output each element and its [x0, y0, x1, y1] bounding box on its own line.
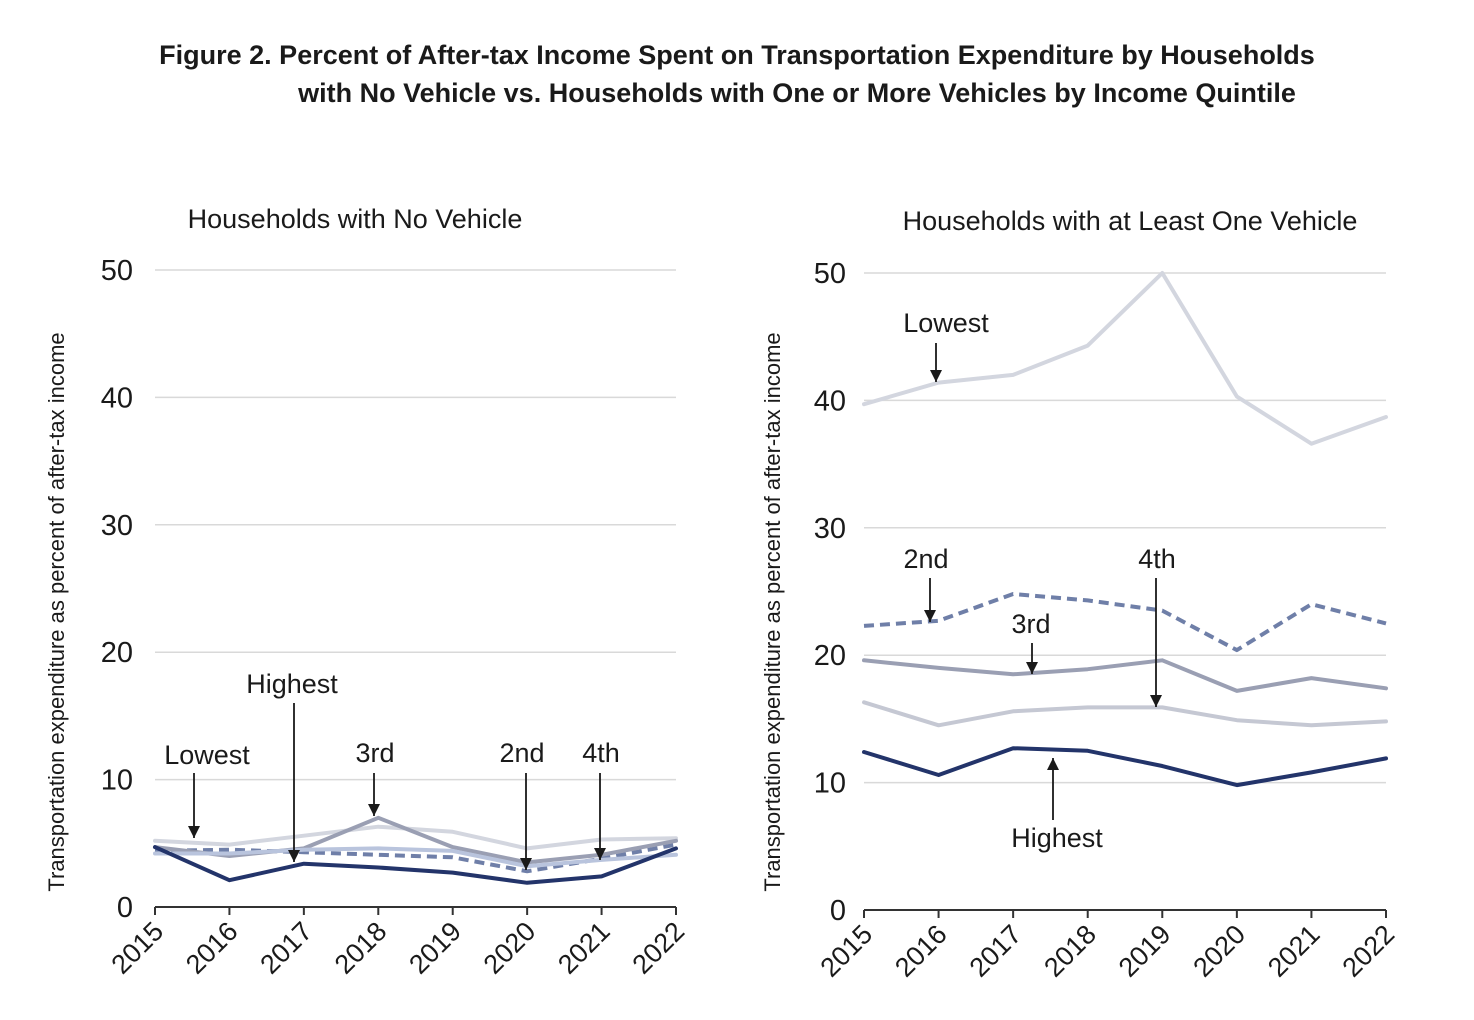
annotation-3rd: 3rd [1011, 609, 1050, 639]
annotation-arrowhead [924, 610, 936, 622]
annotation-lowest: Lowest [903, 308, 989, 338]
annotation-arrowhead [368, 804, 380, 816]
x-tick-label: 2016 [889, 919, 953, 983]
y-tick-label: 30 [101, 510, 133, 542]
y-tick-label: 30 [814, 513, 846, 545]
annotation-4th: 4th [1138, 544, 1176, 574]
x-tick-label: 2020 [1187, 919, 1251, 983]
series-line-2nd [863, 592, 1387, 653]
y-axis-label: Transportation expenditure as percent of… [44, 332, 69, 891]
annotation-arrowhead [1047, 758, 1059, 770]
figure-title: Figure 2. Percent of After-tax Income Sp… [0, 36, 1474, 112]
panel-title: Households with No Vehicle [188, 204, 523, 234]
panel-title: Households with at Least One Vehicle [903, 206, 1358, 236]
annotation-2nd: 2nd [499, 738, 544, 768]
figure-title-line2: with No Vehicle vs. Households with One … [298, 78, 1296, 108]
series-line-4th [862, 700, 1388, 728]
annotation-lowest: Lowest [164, 740, 250, 770]
annotation-arrowhead [288, 850, 300, 862]
series-line-3rd [862, 658, 1388, 693]
annotation-arrowhead [594, 848, 606, 860]
annotation-4th: 4th [582, 738, 620, 768]
y-tick-label: 10 [101, 765, 133, 797]
annotation-arrowhead [1150, 695, 1162, 707]
x-tick-label: 2015 [815, 919, 879, 983]
y-tick-label: 50 [814, 258, 846, 290]
series-line-lowest [153, 824, 678, 851]
y-tick-label: 10 [814, 768, 846, 800]
annotation-arrowhead [188, 826, 200, 838]
x-tick-label: 2022 [1337, 919, 1401, 983]
annotation-2nd: 2nd [903, 544, 948, 574]
x-tick-label: 2018 [1038, 919, 1102, 983]
y-tick-label: 0 [117, 892, 133, 924]
y-tick-label: 20 [814, 640, 846, 672]
y-tick-label: 20 [101, 637, 133, 669]
series-line-highest [153, 845, 678, 885]
annotation-highest: Highest [1011, 823, 1103, 853]
x-tick-label: 2021 [1262, 919, 1326, 983]
y-tick-label: 50 [101, 255, 133, 287]
annotation-arrowhead [520, 858, 532, 870]
y-tick-label: 0 [830, 895, 846, 927]
figure-title-line1: Figure 2. Percent of After-tax Income Sp… [159, 40, 1315, 70]
series-line-lowest [862, 271, 1388, 446]
annotation-3rd: 3rd [355, 738, 394, 768]
x-tick-label: 2019 [1113, 919, 1177, 983]
y-tick-label: 40 [101, 382, 133, 414]
annotation-highest: Highest [246, 669, 338, 699]
series-line-highest [862, 746, 1388, 788]
series-line-4th [153, 846, 678, 869]
annotation-arrowhead [930, 370, 942, 382]
annotation-arrowhead [1026, 662, 1038, 674]
y-axis-label: Transportation expenditure as percent of… [760, 332, 785, 891]
y-tick-label: 40 [814, 385, 846, 417]
x-tick-label: 2017 [964, 919, 1028, 983]
chart-no-vehicle: Households with No Vehicle Transportatio… [44, 204, 690, 980]
